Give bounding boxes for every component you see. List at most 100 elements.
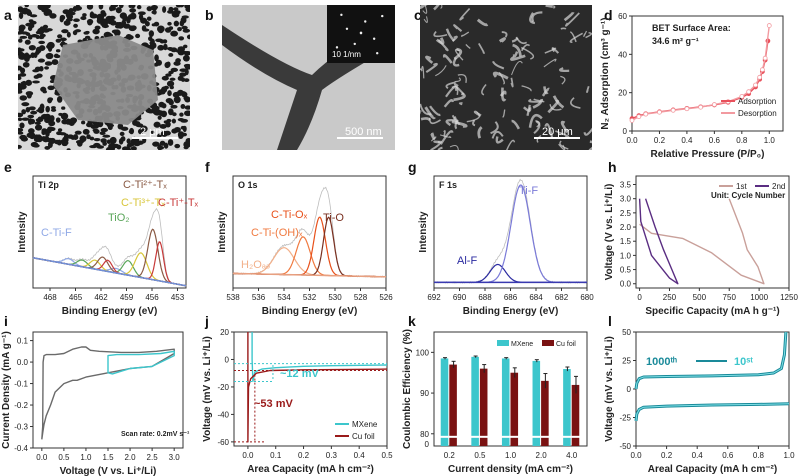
x-tick-label: 0.0	[626, 136, 638, 145]
y-axis-label: N₂ Adsorption (cm³ g⁻¹)	[600, 17, 611, 129]
y-axis-label: Voltage (V vs. Li⁺/Li)	[604, 184, 615, 281]
y-tick-label: 20	[618, 89, 627, 98]
y-tick-label: 25	[622, 357, 631, 366]
y-tick-label: 80	[420, 430, 429, 439]
y-tick-label: 3.5	[620, 181, 632, 190]
annotation: 1000ᵗʰ	[646, 356, 677, 368]
x-tick-label: 0.4	[681, 136, 693, 145]
y-tick-label: 0	[623, 127, 628, 136]
x-tick-label: 0.4	[692, 451, 704, 460]
x-tick-label: 532	[303, 293, 317, 302]
y-tick-label: 0.0	[620, 280, 632, 289]
annotation: Scan rate: 0.2mV s⁻¹	[121, 431, 190, 438]
panel-letter-k: k	[408, 313, 416, 329]
x-tick-label: 1.0	[783, 451, 795, 460]
chart-g: 692 690 688 686 684 682 680 Binding Energy (eV)…	[418, 175, 594, 317]
peak-label: Al-F	[457, 255, 477, 267]
bar	[541, 380, 549, 446]
x-tick-label: 456	[145, 293, 159, 302]
x-tick-label: 2.0	[536, 451, 548, 460]
x-tick-label: 453	[171, 293, 185, 302]
x-tick-label: 500	[693, 293, 707, 302]
x-tick-label: 465	[69, 293, 83, 302]
y-axis-label: Intensity	[17, 211, 28, 253]
x-tick-label: 468	[43, 293, 57, 302]
y-tick-label: 0.1	[17, 337, 29, 346]
data-point	[698, 104, 704, 110]
legend-label: Adsorption	[738, 97, 776, 106]
panel-letter-j: j	[204, 313, 209, 329]
bar	[563, 369, 571, 446]
chart-title: O 1s	[238, 180, 258, 190]
y-tick-label: 0	[425, 440, 430, 449]
data-point	[753, 82, 758, 88]
x-tick-label: 0.5	[381, 451, 393, 460]
y-tick-label: 40	[618, 50, 627, 59]
x-tick-label: 0.5	[58, 453, 70, 462]
x-tick-label: 1.0	[80, 453, 92, 462]
annotation: ~12 mV	[280, 368, 319, 380]
chart-i: 0.0 0.5 1.0 1.5 2.0 2.5 3.0 -0.4 -0.3 -0.2 -0.1 0.0…	[1, 331, 190, 476]
series-line	[639, 198, 765, 285]
bar	[532, 360, 541, 446]
peak-label: H₂Oₐₔ	[241, 259, 270, 271]
y-axis-label: Coulombic Efficiency (%)	[402, 329, 413, 449]
plot-frame	[32, 175, 187, 289]
x-tick-label: 0.5	[474, 451, 486, 460]
baseline	[232, 272, 387, 278]
baseline	[32, 257, 187, 287]
annotation: 34.6 m² g⁻¹	[652, 36, 699, 46]
y-tick-label: 2.0	[620, 223, 632, 232]
data-point	[746, 89, 752, 95]
peak-label: C-Ti-Oₓ	[271, 209, 308, 221]
bar	[510, 372, 519, 446]
series-line	[107, 350, 175, 375]
legend-label: MXene	[511, 341, 533, 348]
data-point	[757, 74, 763, 80]
legend-label: 2nd	[772, 182, 785, 191]
y-tick-label: 0	[627, 385, 632, 394]
x-axis-label: Binding Energy (eV)	[62, 306, 158, 317]
plot-frame	[233, 331, 388, 447]
y-tick-label: -60	[217, 438, 229, 447]
panel-letter-a: a	[4, 7, 12, 23]
x-tick-label: 530	[328, 293, 342, 302]
x-tick-label: 0.6	[709, 136, 721, 145]
legend-label: Cu foil	[556, 341, 576, 348]
plot-frame	[631, 15, 784, 132]
bar	[571, 384, 580, 446]
series-line	[635, 403, 790, 421]
y-tick-label: -0.2	[14, 401, 28, 410]
x-tick-label: 0.0	[242, 451, 254, 460]
x-tick-label: 688	[478, 293, 492, 302]
x-tick-label: 2.0	[124, 453, 136, 462]
x-tick-label: 0.8	[736, 136, 748, 145]
x-tick-label: 4.0	[566, 451, 578, 460]
x-axis-label: Current density (mA cm⁻²)	[448, 464, 573, 475]
legend-note: Unit: Cycle Number	[711, 191, 785, 200]
x-tick-label: 459	[120, 293, 134, 302]
x-tick-label: 1.0	[764, 136, 776, 145]
plot-frame	[433, 175, 588, 289]
x-tick-label: 0.3	[326, 451, 338, 460]
panel-letter-h: h	[608, 159, 617, 175]
panel-letter-f: f	[205, 159, 210, 175]
x-tick-label: 536	[252, 293, 266, 302]
x-tick-label: 0.2	[661, 451, 673, 460]
x-tick-label: 684	[529, 293, 543, 302]
scale-bar-label: 2 μm	[140, 126, 165, 138]
data-point	[643, 111, 649, 117]
micrograph-b: 10 1/nm 500 nm	[222, 5, 395, 150]
bar	[471, 356, 479, 446]
x-tick-label: 526	[379, 293, 393, 302]
scale-bar-label: 20 μm	[542, 126, 573, 138]
x-tick-label: 0.6	[722, 451, 734, 460]
x-axis-label: Relative Pressure (P/P₀)	[650, 149, 764, 160]
chart-k: 80 90 100 Current density (mA cm⁻²) Coulombi…	[402, 329, 588, 475]
annotation: 10ˢᵗ	[734, 356, 753, 368]
y-tick-label: -25	[619, 414, 631, 423]
x-tick-label: 0.2	[654, 136, 666, 145]
chart-d: 0.0 0.2 0.4 0.6 0.8 1.0 0 20 40 60 Relative Pressu…	[600, 12, 784, 160]
scale-bar-label: 500 nm	[345, 126, 382, 138]
